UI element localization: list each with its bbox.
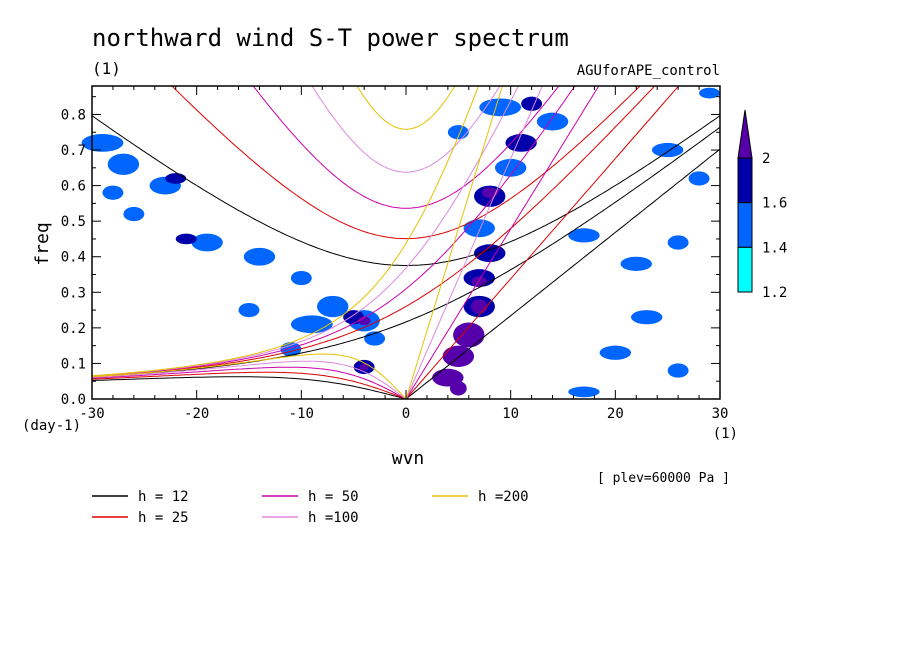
mrg-curve-2 — [92, 86, 576, 377]
power-region-19 — [238, 302, 260, 318]
y-tick-label: 0.8 — [61, 107, 86, 123]
x-axis-units: (1) — [713, 426, 738, 442]
power-region-0 — [107, 153, 140, 175]
power-region-26 — [463, 219, 495, 238]
power-region-5 — [123, 206, 145, 222]
rossby-curve-2 — [92, 366, 407, 399]
power-region-27 — [474, 244, 506, 263]
ig-curve-4 — [356, 86, 456, 130]
colorbar-label: 1.2 — [762, 285, 787, 301]
legend-label: h =200 — [478, 489, 529, 505]
chart-title: northward wind S-T power spectrum — [92, 24, 569, 52]
power-region-7 — [175, 233, 197, 245]
power-region-43 — [688, 171, 710, 186]
y-tick-label: 0.4 — [61, 250, 86, 266]
power-region-6 — [191, 233, 223, 252]
power-region-13 — [357, 316, 371, 326]
ig-curve-3 — [311, 86, 501, 173]
dispersion-curves — [92, 86, 720, 399]
power-region-38 — [620, 256, 652, 271]
mrg-curve-4 — [92, 86, 480, 377]
x-tick-label: 0 — [402, 406, 410, 422]
power-region-25 — [481, 187, 498, 199]
colorbar-label: 1.4 — [762, 240, 787, 256]
power-region-35 — [449, 381, 467, 396]
colorbar-swatch — [737, 157, 753, 204]
power-region-45 — [699, 87, 720, 99]
power-region-17 — [359, 363, 369, 371]
x-tick-label: 30 — [712, 406, 729, 422]
colorbar-swatch — [737, 246, 753, 293]
y-tick-label: 0.5 — [61, 214, 86, 230]
y-axis-units: (day-1) — [22, 418, 81, 434]
x-tick-label: -10 — [289, 406, 314, 422]
kelvin-curve-2 — [405, 86, 600, 399]
legend: h = 12 h = 25 h = 50 h =100 h =200 — [92, 489, 529, 526]
colorbar-extend-triangle — [737, 109, 753, 159]
legend-label: h =100 — [308, 510, 359, 526]
kelvin-curve-3 — [405, 86, 543, 399]
power-region-37 — [568, 228, 600, 243]
power-region-8 — [243, 247, 276, 266]
legend-label: h = 12 — [138, 489, 189, 505]
power-region-32 — [453, 322, 485, 348]
x-tick-label: 20 — [607, 406, 624, 422]
y-tick-label: 0.7 — [61, 143, 86, 159]
mrg-curve-3 — [92, 86, 519, 377]
x-axis-label: wvn — [392, 448, 425, 469]
power-region-9 — [290, 270, 312, 286]
power-region-10 — [317, 295, 349, 318]
y-tick-label: 0.2 — [61, 321, 86, 337]
y-axis-label: freq — [32, 222, 53, 265]
kelvin-curve-4 — [405, 86, 503, 399]
power-region-4 — [102, 185, 124, 200]
power-region-3 — [165, 173, 187, 184]
power-region-42 — [667, 363, 689, 378]
colorbar-label: 2 — [762, 151, 770, 167]
x-tick-label: 10 — [502, 406, 519, 422]
power-region-1 — [81, 134, 124, 152]
kelvin-curve-0 — [405, 148, 720, 399]
x-tick-label: -30 — [79, 406, 104, 422]
colorbar-swatch — [737, 202, 753, 248]
y-tick-label: 0.1 — [61, 356, 86, 372]
power-region-40 — [631, 310, 663, 325]
rossby-curve-1 — [92, 371, 407, 399]
kelvin-curve-1 — [405, 86, 680, 399]
rossby-curve-4 — [92, 353, 407, 399]
colorbar-label: 1.6 — [762, 196, 787, 212]
power-region-39 — [667, 235, 689, 250]
legend-label: h = 50 — [308, 489, 359, 505]
power-region-23 — [494, 158, 527, 177]
y-tick-label: 0.0 — [61, 392, 86, 408]
plev-note: [ plev=60000 Pa ] — [597, 471, 730, 486]
title-units: (1) — [92, 59, 121, 78]
power-region-36 — [536, 112, 569, 131]
power-region-44 — [651, 142, 684, 158]
power-region-29 — [471, 276, 488, 287]
y-axis-ticks: 0.0 0.1 0.2 0.3 0.4 0.5 0.6 0.7 0.8 — [61, 96, 720, 408]
rossby-curve-0 — [92, 376, 407, 399]
mrg-curve-0 — [92, 126, 720, 378]
ig-curve-2 — [252, 86, 560, 209]
x-axis-ticks: -30 -20 -10 0 10 20 30 — [79, 86, 728, 422]
power-region-22 — [505, 134, 537, 152]
power-region-47 — [568, 386, 600, 398]
x-tick-label: -20 — [184, 406, 209, 422]
shaded-regions — [81, 87, 720, 398]
rossby-curve-3 — [92, 360, 407, 399]
experiment-label: AGUforAPE_control — [577, 63, 720, 79]
power-region-41 — [599, 345, 632, 360]
mrg-curve-1 — [92, 86, 656, 378]
ig-curve-0 — [92, 115, 720, 266]
ig-curve-1 — [171, 86, 641, 240]
power-region-21 — [521, 96, 543, 111]
colorbar: 1.2 1.4 1.6 2 — [737, 109, 787, 301]
legend-label: h = 25 — [138, 510, 189, 526]
y-tick-label: 0.6 — [61, 179, 86, 195]
power-region-31 — [470, 299, 488, 314]
y-tick-label: 0.3 — [61, 285, 86, 301]
power-region-20 — [479, 98, 522, 117]
